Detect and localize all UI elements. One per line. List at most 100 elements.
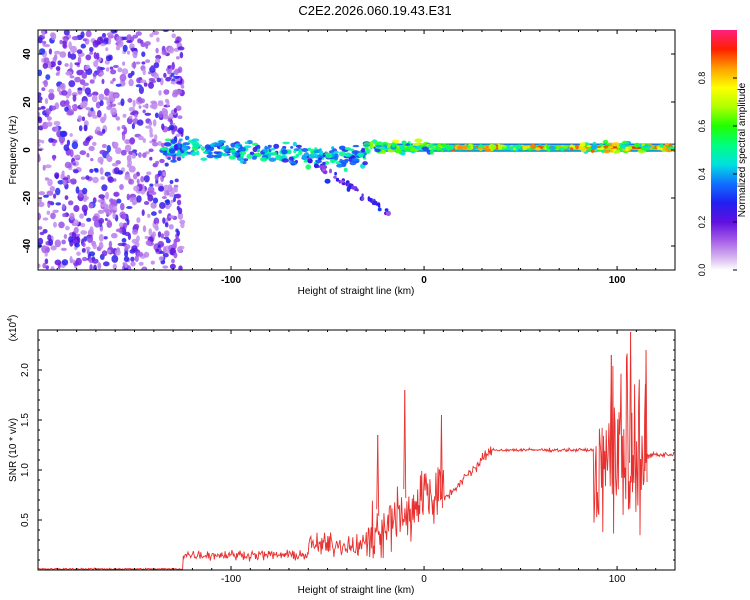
signal-blob (256, 148, 261, 153)
signal-blob (160, 147, 168, 151)
noise-blob (38, 107, 42, 111)
noise-blob (79, 150, 87, 156)
spectrogram-marks (38, 30, 675, 270)
noise-blob (109, 66, 114, 70)
noise-blob (38, 154, 41, 162)
noise-blob (38, 197, 42, 203)
noise-blob (41, 87, 46, 91)
noise-blob (129, 137, 136, 145)
noise-blob (124, 144, 132, 153)
noise-blob (55, 72, 60, 76)
noise-blob (84, 87, 91, 95)
signal-blob (358, 152, 364, 158)
snr-peak (610, 354, 613, 485)
noise-blob (137, 251, 144, 257)
noise-blob (116, 126, 121, 131)
noise-blob (38, 263, 41, 268)
noise-blob (123, 126, 128, 135)
noise-blob (63, 234, 68, 239)
noise-blob (169, 263, 176, 270)
noise-blob (126, 50, 131, 55)
noise-blob (145, 125, 152, 129)
noise-blob (66, 139, 70, 146)
noise-blob (105, 191, 109, 200)
noise-blob (59, 51, 67, 58)
signal-blob (351, 150, 360, 155)
noise-blob (142, 104, 149, 108)
noise-blob (68, 236, 74, 243)
noise-blob (121, 68, 129, 75)
noise-blob (86, 152, 90, 158)
signal-blob (591, 144, 598, 150)
noise-blob (115, 228, 122, 233)
signal-blob (174, 136, 178, 142)
noise-blob (99, 167, 104, 175)
signal-blob (282, 141, 290, 145)
noise-blob (85, 137, 91, 142)
noise-blob (85, 107, 91, 111)
noise-blob (75, 186, 80, 194)
noise-blob (126, 218, 130, 226)
noise-blob (61, 170, 65, 177)
noise-blob (165, 199, 171, 206)
noise-blob (150, 202, 157, 209)
y-tick-label: 20 (22, 96, 33, 108)
trail-blob (350, 185, 356, 190)
noise-blob (163, 72, 167, 78)
noise-blob (158, 90, 162, 96)
noise-blob (53, 221, 57, 228)
noise-blob (75, 233, 81, 237)
noise-blob (38, 191, 45, 196)
noise-blob (153, 72, 159, 79)
signal-blob (580, 146, 587, 153)
noise-blob (93, 60, 99, 68)
noise-blob (81, 248, 86, 253)
noise-blob (121, 81, 126, 86)
noise-blob (132, 99, 136, 108)
noise-blob (117, 67, 123, 73)
noise-blob (97, 66, 101, 74)
signal-blob (191, 138, 200, 142)
noise-blob (45, 265, 49, 270)
noise-blob (66, 110, 74, 116)
noise-blob (91, 94, 98, 103)
noise-blob (98, 217, 105, 224)
signal-blob (607, 145, 614, 149)
noise-blob (159, 202, 166, 209)
noise-blob (138, 261, 144, 266)
noise-blob (153, 62, 160, 69)
noise-blob (135, 61, 141, 65)
noise-blob (92, 114, 98, 119)
noise-blob (55, 187, 61, 196)
noise-blob (120, 149, 127, 156)
signal-blob (621, 144, 626, 150)
signal-blob (255, 144, 261, 150)
trail-blob (335, 177, 340, 182)
noise-blob (113, 192, 119, 197)
signal-blob (659, 143, 664, 148)
noise-blob (89, 79, 95, 84)
trail-blob (361, 197, 365, 201)
noise-blob (174, 178, 179, 183)
noise-blob (163, 89, 170, 95)
y-tick-label: 1.0 (20, 463, 31, 477)
x-tick-label: -100 (221, 574, 241, 585)
noise-blob (132, 50, 138, 59)
noise-blob (61, 239, 66, 245)
signal-blob (333, 150, 340, 154)
noise-blob (100, 203, 106, 208)
signal-blob (497, 144, 503, 150)
noise-blob (73, 205, 80, 212)
colorbar-tick-label: 0.8 (697, 72, 707, 85)
noise-blob (43, 57, 50, 64)
noise-blob (38, 95, 43, 102)
noise-blob (133, 223, 140, 230)
noise-blob (173, 107, 177, 113)
noise-blob (42, 40, 47, 45)
noise-blob (123, 256, 130, 262)
signal-blob (175, 151, 183, 157)
signal-blob (178, 138, 183, 142)
signal-blob (239, 158, 243, 164)
noise-blob (170, 80, 177, 85)
noise-blob (138, 105, 142, 109)
